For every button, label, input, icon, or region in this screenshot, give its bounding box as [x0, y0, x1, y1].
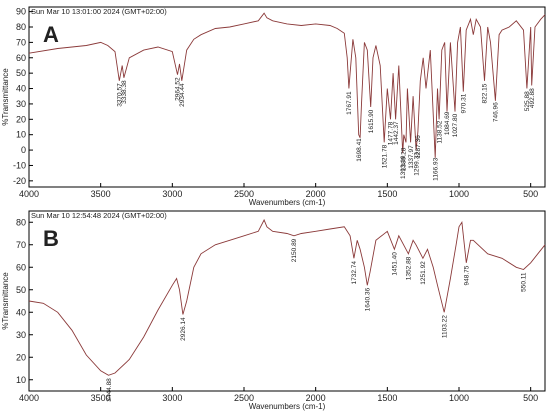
peak-label: 492.88 — [529, 88, 536, 108]
x-tick-label: 3500 — [91, 189, 111, 199]
y-tick-label: 40 — [16, 84, 26, 94]
x-tick-label: 3500 — [91, 393, 111, 403]
x-tick-label: 4000 — [19, 393, 39, 403]
peak-label: 1287.36 — [415, 135, 422, 159]
y-tick-label: 50 — [16, 285, 26, 295]
y-tick-label: 80 — [16, 217, 26, 227]
plot-frame — [28, 210, 546, 392]
peak-label: 1103.22 — [441, 315, 448, 338]
peak-label: 1352.88 — [406, 256, 413, 280]
peak-label: 1389.28 — [400, 147, 407, 171]
peak-label: 2150.89 — [291, 238, 298, 262]
x-tick-label: 2000 — [306, 393, 326, 403]
y-tick-label: 60 — [16, 53, 26, 63]
peak-label: 525.88 — [524, 91, 531, 111]
y-tick-label: 20 — [16, 352, 26, 362]
peak-label: 3444.88 — [106, 378, 113, 402]
peak-label: 2964.52 — [175, 77, 182, 101]
y-tick-label: 40 — [16, 307, 26, 317]
peak-label: 3338.38 — [121, 80, 128, 104]
panel-label: A — [43, 22, 59, 47]
peak-label: 2926.14 — [180, 317, 187, 341]
y-tick-label: 10 — [16, 130, 26, 140]
header: Sun Mar 10 13:01:00 2024 (GMT+02:00) — [31, 7, 167, 16]
y-tick-label: -10 — [13, 160, 26, 170]
peak-label: 970.31 — [461, 93, 468, 113]
x-tick-label: 2500 — [234, 189, 254, 199]
x-tick-label: 500 — [523, 189, 538, 199]
y-tick-label: 80 — [16, 22, 26, 32]
y-axis-label: %Transmittance — [1, 272, 10, 330]
plot-frame — [28, 6, 546, 188]
y-tick-label: 30 — [16, 99, 26, 109]
peak-label: 1640.36 — [364, 288, 371, 312]
peak-label: 3370.57 — [116, 83, 123, 107]
peak-label: 1299.33 — [413, 152, 420, 176]
y-tick-label: 50 — [16, 68, 26, 78]
panel-label: B — [43, 226, 59, 251]
peak-label: 1251.92 — [420, 261, 427, 285]
peak-label: 1477.78 — [388, 121, 395, 145]
x-tick-label: 1000 — [449, 393, 469, 403]
peak-label: 1442.37 — [393, 121, 400, 145]
peak-label: 948.75 — [464, 265, 471, 285]
x-tick-label: 1000 — [449, 189, 469, 199]
y-tick-label: 60 — [16, 262, 26, 272]
peak-label: 822.15 — [482, 83, 489, 103]
x-axis-label: Wavenumbers (cm-1) — [249, 198, 326, 207]
x-axis-label: Wavenumbers (cm-1) — [249, 402, 326, 411]
y-tick-label: -20 — [13, 176, 26, 186]
spectrum-line — [28, 12, 546, 158]
peak-label: 1166.93 — [432, 157, 439, 180]
peak-label: 1521.78 — [381, 144, 388, 168]
x-tick-label: 1500 — [377, 189, 397, 199]
peak-label: 1337.97 — [408, 145, 415, 169]
x-tick-label: 1500 — [377, 393, 397, 403]
y-tick-label: 30 — [16, 330, 26, 340]
peak-label: 1732.74 — [351, 261, 358, 285]
y-axis-label: %Transmittance — [1, 68, 10, 126]
x-tick-label: 500 — [523, 393, 538, 403]
header: Sun Mar 10 12:54:48 2024 (GMT+02:00) — [31, 211, 167, 220]
peak-label: 746.96 — [493, 102, 500, 122]
x-tick-label: 2000 — [306, 189, 326, 199]
peak-label: 1027.80 — [452, 113, 459, 137]
peak-label: 1698.41 — [356, 138, 363, 162]
y-tick-label: 20 — [16, 114, 26, 124]
peak-label: 1451.40 — [392, 252, 399, 276]
peak-label: 1767.91 — [346, 91, 353, 115]
peak-label: 1138.52 — [436, 120, 443, 143]
spectrum-line — [28, 218, 546, 376]
peak-label: 550.11 — [521, 272, 528, 292]
y-tick-label: 90 — [16, 7, 26, 17]
peak-label: 1084.69 — [444, 111, 451, 135]
y-tick-label: 70 — [16, 37, 26, 47]
x-tick-label: 2500 — [234, 393, 254, 403]
y-tick-label: 10 — [16, 375, 26, 385]
y-tick-label: 0 — [21, 145, 26, 155]
x-tick-label: 4000 — [19, 189, 39, 199]
x-tick-label: 3000 — [162, 393, 182, 403]
peak-label: 1393.19 — [400, 155, 407, 179]
peak-label: 1615.90 — [368, 109, 375, 133]
y-tick-label: 70 — [16, 240, 26, 250]
peak-label: 2934.44 — [179, 83, 186, 107]
x-tick-label: 3000 — [162, 189, 182, 199]
